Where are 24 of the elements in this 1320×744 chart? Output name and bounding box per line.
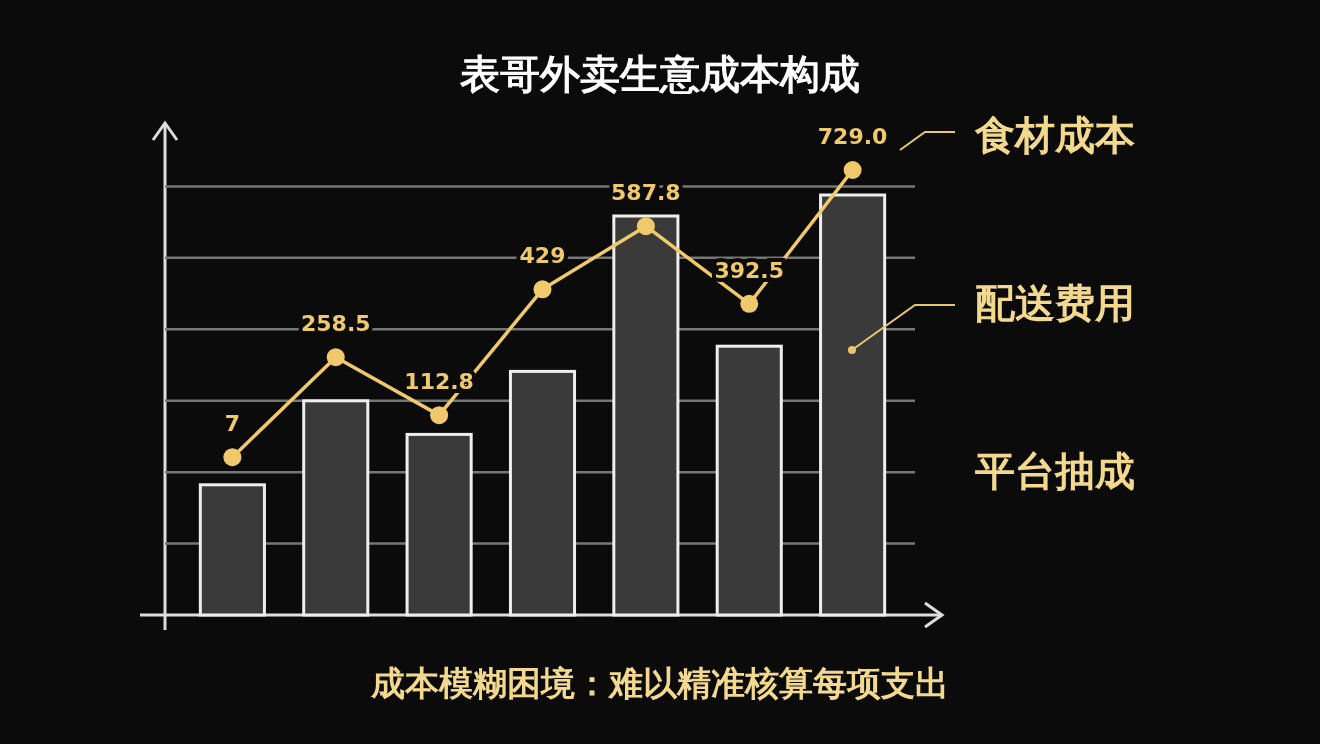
bar: [302, 399, 370, 617]
point: [326, 348, 345, 367]
point: [636, 217, 655, 236]
bar: [715, 344, 783, 617]
point: [843, 161, 862, 179]
bar: [198, 483, 266, 617]
text: 平台抽成: [974, 448, 1135, 494]
chart-title: 表哥外卖生意成本构成: [459, 51, 860, 97]
point: [533, 280, 552, 299]
text: 食材成本: [974, 112, 1135, 158]
point: [430, 406, 449, 425]
bar: [508, 369, 577, 617]
data-label: 587.8: [611, 180, 681, 206]
data-label: 258.5: [300, 311, 371, 337]
text: 成本模糊困境：难以精准核算每项支出: [370, 663, 949, 703]
data-label: 7: [224, 411, 241, 437]
data-label: 429: [519, 243, 566, 269]
bar: [405, 432, 473, 617]
text: 配送费用: [975, 280, 1135, 326]
bar: [819, 193, 887, 617]
point: [223, 448, 242, 467]
bar: [612, 214, 680, 617]
data-label: 729.0: [817, 124, 888, 149]
point: [740, 294, 759, 313]
